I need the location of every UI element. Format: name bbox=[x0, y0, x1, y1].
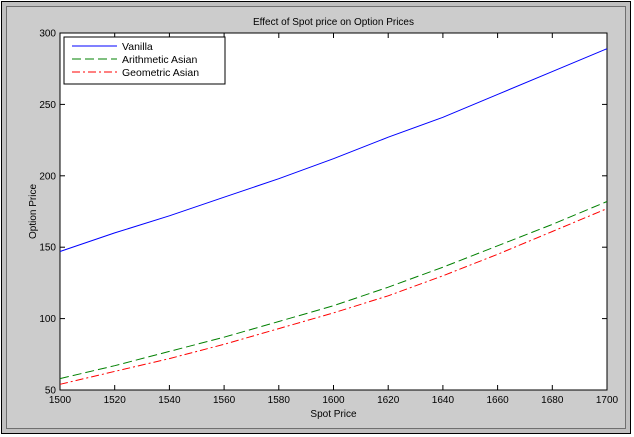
x-tick-label: 1620 bbox=[377, 395, 400, 406]
y-axis-label: Option Price bbox=[28, 184, 39, 239]
axis-ticks: 1500 1520 1540 1560 1580 1600 1620 1640 1660 1680… bbox=[39, 29, 618, 407]
x-tick-label: 1500 bbox=[49, 395, 72, 406]
x-axis-label: Spot Price bbox=[310, 409, 357, 420]
legend-box bbox=[63, 36, 226, 85]
chart-title: Effect of Spot price on Option Prices bbox=[253, 17, 414, 28]
x-tick-label: 1700 bbox=[596, 395, 619, 406]
x-tick-label: 1640 bbox=[432, 395, 455, 406]
legend-label-arithmetic-asian: Arithmetic Asian bbox=[122, 54, 197, 66]
legend-label-vanilla: Vanilla bbox=[122, 41, 153, 53]
y-tick-label: 250 bbox=[39, 100, 56, 111]
x-tick-label: 1660 bbox=[486, 395, 509, 406]
plot-area bbox=[59, 32, 608, 391]
y-tick-label: 300 bbox=[39, 29, 56, 40]
y-tick-label: 200 bbox=[39, 171, 56, 182]
x-tick-label: 1600 bbox=[322, 395, 345, 406]
y-tick-label: 150 bbox=[39, 243, 56, 254]
y-tick-label: 100 bbox=[39, 314, 56, 325]
series-layer bbox=[59, 48, 608, 385]
y-tick-label: 50 bbox=[45, 386, 57, 397]
series-line-arithmetic-asian bbox=[59, 201, 608, 380]
x-tick-label: 1580 bbox=[268, 395, 291, 406]
x-tick-label: 1560 bbox=[213, 395, 236, 406]
series-line-vanilla bbox=[59, 48, 608, 252]
legend-label-geometric-asian: Geometric Asian bbox=[122, 67, 199, 79]
x-tick-label: 1520 bbox=[104, 395, 127, 406]
series-line-geometric-asian bbox=[59, 208, 608, 385]
x-tick-label: 1540 bbox=[158, 395, 181, 406]
x-tick-label: 1680 bbox=[541, 395, 564, 406]
